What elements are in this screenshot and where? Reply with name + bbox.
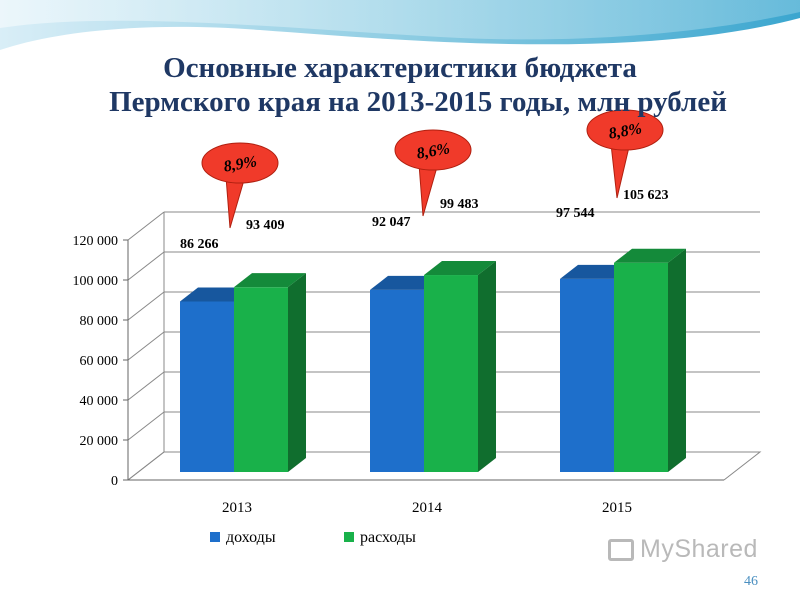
data-label-expense: 99 483 bbox=[440, 197, 479, 212]
bar-expense-side bbox=[668, 248, 686, 472]
bar-expense bbox=[614, 262, 668, 472]
y-tick-label: 60 000 bbox=[80, 354, 119, 369]
callout-label: 8,6% bbox=[415, 140, 451, 163]
x-tick-label: 2014 bbox=[412, 500, 443, 516]
page-number: 46 bbox=[744, 574, 758, 589]
callout-label: 8,9% bbox=[222, 153, 258, 176]
y-tick-label: 40 000 bbox=[80, 394, 119, 409]
chart-title-line1: Основные характеристики бюджета bbox=[163, 52, 637, 84]
bar-expense bbox=[234, 287, 288, 472]
legend-label: доходы bbox=[226, 529, 276, 546]
bar-expense bbox=[424, 275, 478, 472]
bar-expense-side bbox=[478, 261, 496, 472]
x-tick-label: 2013 bbox=[222, 500, 252, 516]
watermark-logo: MyShared bbox=[608, 535, 758, 564]
bar-expense-top bbox=[234, 273, 306, 288]
y-tick-label: 120 000 bbox=[73, 234, 119, 249]
legend-swatch-income bbox=[210, 532, 220, 542]
callout-bubble bbox=[201, 142, 279, 184]
data-label-income: 97 544 bbox=[556, 206, 595, 221]
callout-bubble bbox=[394, 129, 472, 171]
gridline-depth bbox=[127, 411, 165, 441]
callout-pointer bbox=[418, 163, 438, 217]
bar-expense-side bbox=[288, 273, 306, 472]
callout-label: 8,8% bbox=[607, 120, 643, 143]
data-label-income: 86 266 bbox=[180, 237, 219, 252]
callout-bubble bbox=[586, 109, 664, 151]
chart-title-line2: Пермского края на 2013-2015 годы, млн ру… bbox=[109, 86, 727, 118]
watermark-text: MyShared bbox=[640, 535, 758, 563]
data-label-income: 92 047 bbox=[372, 215, 411, 230]
y-tick-label: 100 000 bbox=[73, 274, 119, 289]
data-label-expense: 105 623 bbox=[623, 188, 669, 203]
bar-income bbox=[370, 289, 424, 472]
y-tick-label: 80 000 bbox=[80, 314, 119, 329]
gridline-depth bbox=[127, 251, 165, 281]
legend-label: расходы bbox=[360, 529, 416, 546]
bar-income bbox=[180, 301, 234, 472]
callout-pointer bbox=[225, 176, 245, 229]
gridline-depth bbox=[127, 331, 165, 361]
bar-expense-top bbox=[424, 261, 496, 276]
x-tick-label: 2015 bbox=[602, 500, 632, 516]
gridline-depth bbox=[127, 291, 165, 321]
presentation-icon bbox=[608, 539, 634, 562]
y-tick-label: 20 000 bbox=[80, 434, 119, 449]
header-wave bbox=[0, 0, 800, 50]
gridline-depth bbox=[127, 211, 165, 241]
legend-swatch-expense bbox=[344, 532, 354, 542]
bar-income bbox=[560, 278, 614, 472]
bar-expense-top bbox=[614, 248, 686, 263]
gridline-depth bbox=[127, 371, 165, 401]
y-tick-label: 0 bbox=[111, 474, 118, 489]
data-label-expense: 93 409 bbox=[246, 218, 285, 233]
